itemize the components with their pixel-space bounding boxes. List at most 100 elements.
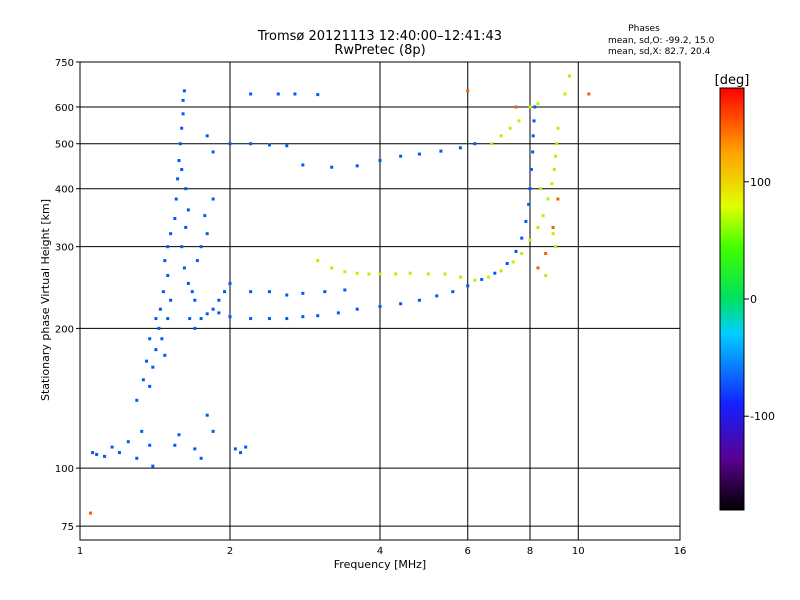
- echo-point: [528, 105, 532, 109]
- echo-point: [190, 290, 194, 294]
- legend-line-x: mean, sd,X: 82.7, 20.4: [608, 47, 711, 57]
- echo-point: [293, 92, 297, 96]
- x-tick-label: 2: [227, 546, 233, 557]
- echo-point: [223, 290, 227, 294]
- echo-point: [126, 440, 130, 444]
- echo-point: [228, 142, 232, 146]
- echo-point: [443, 272, 447, 276]
- echo-point: [233, 447, 237, 451]
- echo-point: [135, 456, 139, 460]
- echo-point: [524, 219, 528, 223]
- echo-point: [89, 511, 93, 515]
- echo-point: [180, 126, 184, 130]
- x-tick-label: 1: [77, 546, 83, 557]
- echo-point: [533, 105, 537, 109]
- echo-point: [180, 167, 184, 171]
- echo-point: [355, 271, 359, 275]
- echo-points: [89, 74, 591, 515]
- echo-point: [323, 290, 327, 294]
- colorbar: [719, 87, 745, 511]
- echo-point: [343, 270, 347, 274]
- echo-point: [408, 271, 412, 275]
- echo-point: [531, 134, 535, 138]
- echo-point: [550, 182, 554, 186]
- chart-title: Tromsø 20121113 12:40:00–12:41:43: [257, 29, 502, 44]
- x-tick-label: 6: [465, 546, 471, 557]
- x-tick-label: 8: [527, 546, 533, 557]
- echo-point: [511, 260, 515, 264]
- y-tick-label: 600: [55, 103, 74, 114]
- echo-point: [195, 259, 199, 263]
- echo-point: [480, 277, 484, 281]
- colorbar-label: [deg]: [715, 73, 750, 88]
- echo-point: [151, 464, 155, 468]
- echo-point: [135, 398, 139, 402]
- x-axis-label: Frequency [MHz]: [334, 558, 426, 571]
- echo-point: [193, 298, 197, 302]
- legend-title: Phases: [628, 24, 660, 34]
- echo-point: [145, 359, 149, 363]
- echo-point: [490, 142, 494, 146]
- echo-point: [166, 245, 170, 249]
- colorbar-ticks: 100 0 -100: [744, 176, 775, 423]
- echo-point: [161, 290, 165, 294]
- echo-point: [520, 252, 524, 256]
- echo-point: [555, 142, 559, 146]
- echo-point: [552, 167, 556, 171]
- echo-point: [173, 443, 177, 447]
- echo-point: [205, 413, 209, 417]
- colorbar-tick-label: 0: [750, 293, 757, 306]
- echo-point: [301, 163, 305, 167]
- echo-point: [186, 281, 190, 285]
- echo-point: [426, 272, 430, 276]
- echo-point: [193, 326, 197, 330]
- echo-point: [355, 164, 359, 168]
- echo-point: [199, 317, 203, 321]
- echo-point: [182, 89, 186, 93]
- echo-point: [228, 281, 232, 285]
- echo-point: [140, 429, 144, 433]
- echo-point: [117, 451, 121, 455]
- echo-point: [181, 98, 185, 102]
- echo-point: [239, 451, 243, 455]
- echo-point: [551, 232, 555, 236]
- echo-point: [193, 447, 197, 451]
- echo-point: [528, 238, 532, 242]
- echo-point: [178, 142, 182, 146]
- echo-point: [205, 312, 209, 316]
- echo-point: [301, 291, 305, 295]
- echo-point: [148, 384, 152, 388]
- echo-point: [336, 311, 340, 315]
- echo-point: [520, 236, 524, 240]
- echo-point: [546, 197, 550, 201]
- echo-point: [163, 259, 167, 263]
- echo-point: [466, 284, 470, 288]
- echo-point: [343, 288, 347, 292]
- echo-point: [536, 225, 540, 229]
- echo-point: [148, 443, 152, 447]
- x-tick-label: 4: [377, 546, 383, 557]
- echo-point: [378, 304, 382, 308]
- echo-point: [466, 89, 470, 93]
- echo-point: [173, 217, 177, 221]
- colorbar-tick-label: 100: [750, 176, 771, 189]
- echo-point: [378, 272, 382, 276]
- echo-point: [267, 290, 271, 294]
- echo-point: [154, 348, 158, 352]
- echo-point: [148, 337, 152, 341]
- echo-point: [316, 259, 320, 263]
- plot-frame: [79, 61, 681, 541]
- echo-point: [103, 454, 107, 458]
- echo-point: [435, 294, 439, 298]
- echo-point: [285, 144, 289, 148]
- echo-point: [493, 271, 497, 275]
- echo-point: [499, 134, 503, 138]
- echo-point: [188, 317, 192, 321]
- echo-point: [158, 307, 162, 311]
- echo-point: [517, 119, 521, 123]
- echo-point: [157, 326, 161, 330]
- echo-point: [211, 197, 215, 201]
- echo-point: [181, 112, 185, 116]
- echo-point: [355, 307, 359, 311]
- y-tick-label: 400: [55, 185, 74, 196]
